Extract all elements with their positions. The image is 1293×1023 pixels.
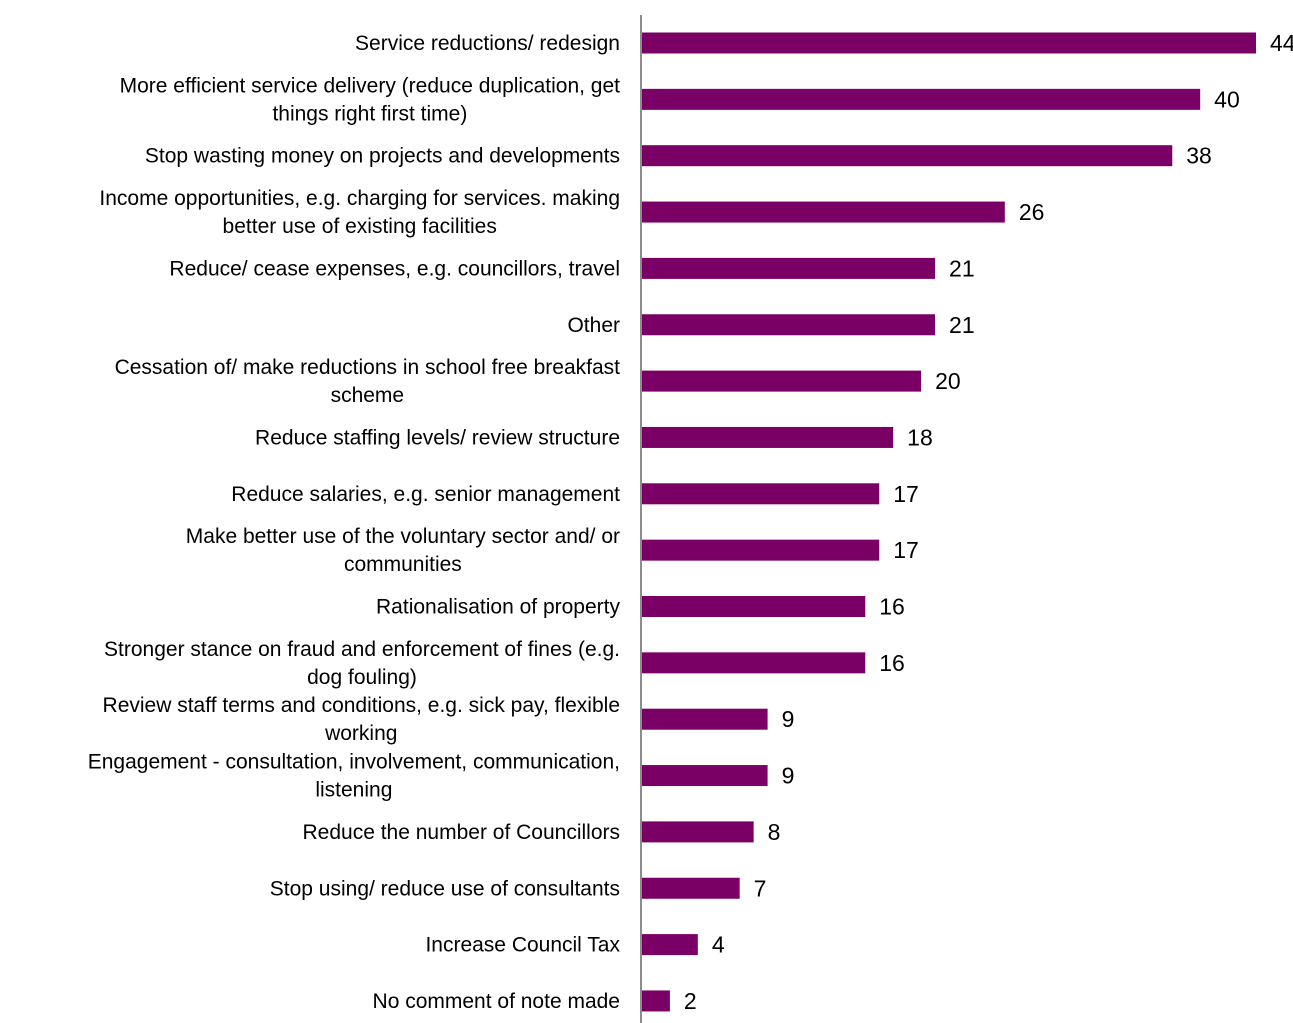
value-label: 38 (1186, 143, 1212, 169)
bar (642, 765, 768, 787)
value-label: 4 (712, 932, 725, 958)
bar (642, 990, 670, 1012)
category-label: Increase Council Tax (425, 934, 620, 957)
category-label: communities (344, 553, 462, 576)
category-label: Make better use of the voluntary sector … (186, 525, 620, 548)
value-label: 9 (782, 706, 795, 732)
bar (642, 370, 922, 392)
bar (642, 426, 894, 448)
value-label: 8 (768, 819, 781, 845)
category-label: dog fouling) (307, 666, 417, 689)
bar (642, 88, 1201, 110)
bar (642, 596, 866, 617)
bar (642, 708, 768, 730)
bar (642, 934, 698, 956)
value-label: 2 (684, 988, 697, 1014)
category-label: Reduce salaries, e.g. senior management (231, 483, 620, 506)
category-label: Review staff terms and conditions, e.g. … (103, 694, 620, 717)
category-label: Stop using/ reduce use of consultants (270, 877, 620, 900)
category-label: Service reductions/ redesign (355, 32, 620, 55)
category-label: Stronger stance on fraud and enforcement… (104, 638, 620, 661)
category-label: listening (315, 779, 392, 802)
value-label: 21 (949, 312, 975, 338)
category-label: Income opportunities, e.g. charging for … (99, 187, 620, 210)
bar (642, 32, 1256, 54)
bar (642, 877, 740, 899)
category-label: Stop wasting money on projects and devel… (145, 145, 620, 168)
category-labels-group: Service reductions/ redesign More efficie… (88, 32, 621, 1013)
category-label: scheme (331, 384, 405, 407)
category-label: Rationalisation of property (376, 596, 620, 619)
category-label: Cessation of/ make reductions in school … (115, 356, 621, 379)
category-label: Reduce staffing levels/ review structure (255, 426, 620, 449)
category-label: working (324, 722, 397, 745)
value-label: 17 (893, 481, 919, 507)
category-label: No comment of note made (373, 990, 620, 1013)
bars-group (642, 32, 1256, 1012)
value-label: 26 (1019, 199, 1045, 225)
bar (642, 201, 1005, 223)
category-label: Reduce the number of Councillors (302, 821, 620, 844)
category-label: Reduce/ cease expenses, e.g. councillors… (169, 257, 620, 280)
bar (642, 145, 1173, 167)
bar (642, 257, 936, 279)
value-label: 7 (754, 875, 767, 901)
value-label: 20 (935, 368, 961, 394)
value-label: 16 (879, 594, 905, 620)
bar (642, 652, 866, 674)
value-label: 9 (782, 763, 795, 789)
bar (642, 821, 754, 843)
category-label: Engagement - consultation, involvement, … (88, 751, 620, 774)
category-label: things right first time) (272, 102, 467, 125)
value-labels-group: 44 40 38 26 21 21 20 18 17 17 16 16 9 9 8 7 4 2 (684, 30, 1293, 1014)
value-label: 40 (1214, 86, 1240, 112)
category-label: Other (567, 314, 620, 337)
value-label: 21 (949, 255, 975, 281)
value-label: 18 (907, 424, 933, 450)
bar (642, 539, 880, 561)
value-label: 44 (1270, 30, 1293, 56)
category-label: More efficient service delivery (reduce … (120, 74, 621, 97)
bar (642, 314, 936, 336)
bar (642, 483, 880, 505)
value-label: 16 (879, 650, 905, 676)
value-label: 17 (893, 537, 919, 563)
category-label: better use of existing facilities (223, 215, 497, 238)
